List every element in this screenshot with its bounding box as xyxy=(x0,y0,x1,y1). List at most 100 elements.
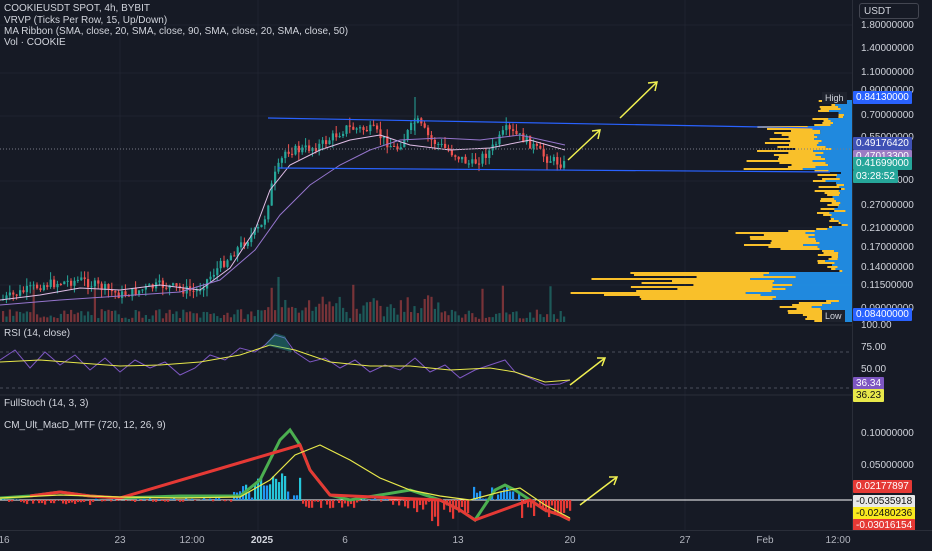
profile-row-up xyxy=(773,282,852,284)
candle-body xyxy=(308,145,310,150)
profile-row-up xyxy=(815,230,852,232)
profile-row-up xyxy=(832,226,852,228)
profile-row-down xyxy=(789,144,817,146)
profile-row-up xyxy=(837,174,852,176)
volume-bar xyxy=(515,311,517,322)
volume-bar xyxy=(471,313,473,322)
profile-row-down xyxy=(799,302,831,304)
macd-bar xyxy=(419,500,421,505)
volume-bar xyxy=(328,302,330,322)
candle-body xyxy=(468,164,470,165)
countdown-tag: 03:28:52 xyxy=(853,170,898,183)
profile-row-up xyxy=(816,166,852,168)
profile-row-up xyxy=(839,190,852,192)
candle-body xyxy=(36,285,38,289)
candle-body xyxy=(553,157,555,161)
volume-bar xyxy=(512,312,514,322)
indicator-vrvp[interactable]: VRVP (Ticks Per Row, 15, Up/Down) xyxy=(4,15,167,26)
profile-row-down xyxy=(827,266,837,268)
macd-bar xyxy=(413,500,415,508)
candle-body xyxy=(549,161,551,163)
profile-row-up xyxy=(792,284,852,286)
macd-bar xyxy=(65,500,67,504)
price-axis[interactable]: USDT 1.80000000 1.40000000 1.10000000 0.… xyxy=(852,0,932,530)
candle-body xyxy=(437,144,439,145)
profile-row-down xyxy=(788,310,824,312)
candle-body xyxy=(230,255,232,260)
volume-bar xyxy=(257,310,259,322)
macd-bar xyxy=(548,500,550,517)
volume-bar xyxy=(488,317,490,322)
volume-bar xyxy=(107,310,109,322)
volume-bar xyxy=(63,311,65,322)
candle-body xyxy=(495,144,497,145)
profile-row-down xyxy=(736,232,806,234)
indicator-volume[interactable]: Vol · COOKIE xyxy=(4,37,66,48)
macd-bar xyxy=(167,500,169,502)
volume-bar xyxy=(362,305,364,322)
currency-selector[interactable]: USDT xyxy=(859,3,919,19)
candle-body xyxy=(22,290,24,292)
indicator-ma-ribbon[interactable]: MA Ribbon (SMA, close, 20, SMA, close, 9… xyxy=(4,26,348,37)
profile-row-down xyxy=(788,166,816,168)
high-label: High xyxy=(822,92,847,104)
candle-body xyxy=(60,284,62,285)
profile-row-down xyxy=(788,230,815,232)
volume-bar xyxy=(437,302,439,322)
profile-row-up xyxy=(773,298,852,300)
volume-bar xyxy=(485,318,487,322)
profile-row-down xyxy=(777,146,825,148)
profile-row-down xyxy=(672,280,774,282)
chart-canvas[interactable] xyxy=(0,0,852,530)
volume-bar xyxy=(237,310,239,322)
macd-bar xyxy=(32,500,34,504)
profile-row-down xyxy=(792,304,822,306)
candle-body xyxy=(427,128,429,136)
profile-row-down xyxy=(837,184,844,186)
price-tick: 0.27000000 xyxy=(861,200,914,211)
macd-bar xyxy=(395,500,397,501)
candle-body xyxy=(141,290,143,291)
candle-body xyxy=(46,285,48,287)
volume-bar xyxy=(339,297,341,322)
profile-row-up xyxy=(836,176,852,178)
volume-bar xyxy=(529,312,531,322)
volume-bar xyxy=(5,317,7,322)
time-axis[interactable]: 16 23 12:00 2025 6 13 20 27 Feb 12:00 xyxy=(0,530,932,551)
profile-row-down xyxy=(818,110,829,112)
macd-bar xyxy=(437,500,439,526)
profile-row-up xyxy=(829,110,852,112)
candle-body xyxy=(543,149,545,157)
profile-row-up xyxy=(828,118,852,120)
macd-bar xyxy=(353,500,355,508)
price-tick: 0.17000000 xyxy=(861,242,914,253)
indicator-fullstoch[interactable]: FullStoch (14, 3, 3) xyxy=(4,398,88,409)
volume-bar xyxy=(46,317,48,322)
candle-body xyxy=(26,286,28,292)
profile-row-up xyxy=(815,234,852,236)
volume-bar xyxy=(318,304,320,322)
candle-body xyxy=(233,255,235,256)
macd-bar xyxy=(92,500,94,502)
macd-bar xyxy=(8,500,10,502)
volume-bar xyxy=(444,311,446,322)
profile-row-up xyxy=(830,216,852,218)
indicator-macd[interactable]: CM_Ult_MacD_MTF (720, 12, 26, 9) xyxy=(4,420,166,431)
macd-bar xyxy=(479,491,481,500)
candle-body xyxy=(532,144,534,149)
profile-row-down xyxy=(788,152,823,154)
candle-body xyxy=(556,157,558,164)
volume-bars xyxy=(2,277,565,322)
profile-row-up xyxy=(820,248,852,250)
profile-row-down xyxy=(839,222,841,224)
volume-bar xyxy=(271,288,273,322)
candle-body xyxy=(349,125,351,126)
indicator-rsi[interactable]: RSI (14, close) xyxy=(4,328,70,339)
volume-bar xyxy=(356,309,358,322)
volume-bar xyxy=(165,313,167,322)
symbol-title[interactable]: COOKIEUSDT SPOT, 4h, BYBIT xyxy=(4,3,150,14)
candle-body xyxy=(451,150,453,155)
macd-bar xyxy=(215,498,217,500)
profile-row-up xyxy=(764,274,852,276)
profile-row-up xyxy=(840,178,852,180)
